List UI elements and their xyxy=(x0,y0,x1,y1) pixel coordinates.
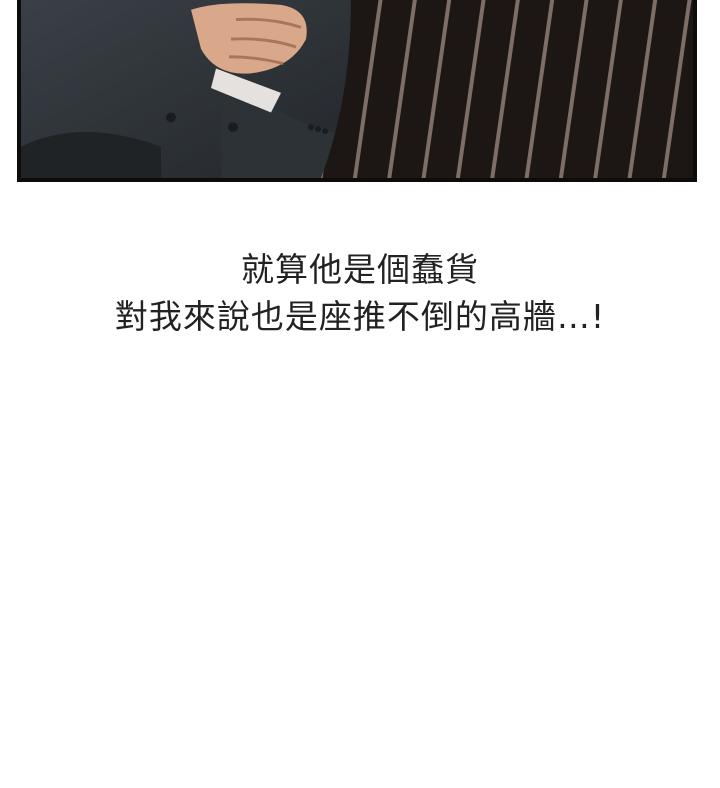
comic-panel xyxy=(17,0,697,182)
comic-panel-artwork xyxy=(21,0,693,178)
caption-text: 就算他是個蠢貨 對我來說也是座推不倒的高牆…! xyxy=(0,246,720,340)
caption-line-1: 就算他是個蠢貨 xyxy=(241,250,479,289)
caption-line-2: 對我來說也是座推不倒的高牆…! xyxy=(114,297,606,336)
